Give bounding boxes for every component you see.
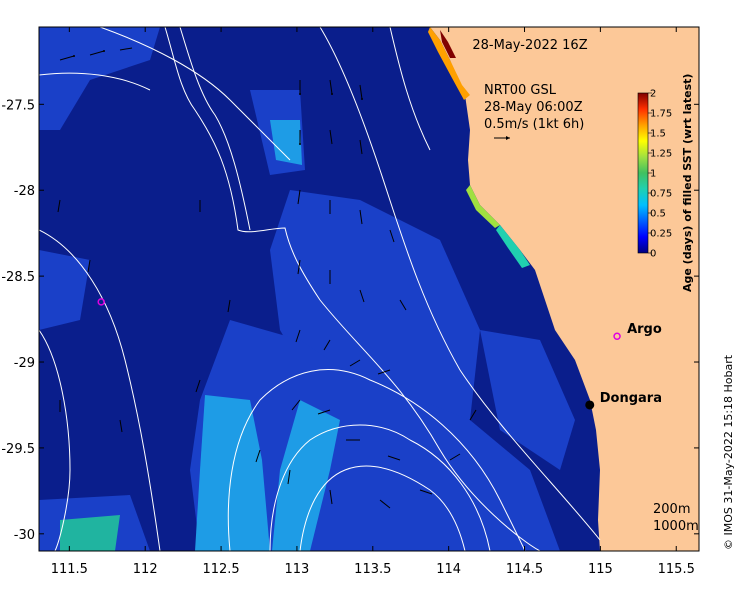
current-datetime-label: 28-May 06:00Z <box>484 100 583 115</box>
colorbar-ticks: 0 0.25 0.5 0.75 1 1.25 1.5 1.75 2 <box>648 89 672 260</box>
ocean-patch-west <box>39 250 90 330</box>
current-scale-arrow <box>494 136 510 140</box>
colorbar-tick-label: 0.5 <box>650 209 666 220</box>
ocean-patch-nw <box>39 27 160 130</box>
ocean-patch-east <box>480 330 575 470</box>
x-tick-label: 111.5 <box>51 562 88 577</box>
x-tick-label: 112 <box>133 562 158 577</box>
coast-fringe-north <box>428 27 470 100</box>
place-label-argo: Argo <box>627 322 662 337</box>
x-tick-label: 113.5 <box>354 562 391 577</box>
x-axis: 111.5 112 112.5 113 113.5 114 114.5 115 115.5 <box>51 27 695 577</box>
place-label-dongara: Dongara <box>600 391 662 406</box>
colorbar-tick-label: 1.75 <box>650 109 672 120</box>
x-tick-label: 112.5 <box>202 562 239 577</box>
land-mainland <box>430 27 699 551</box>
depth-contours <box>39 27 601 551</box>
y-tick-label: -29.5 <box>1 442 35 457</box>
x-tick-label: 114 <box>436 562 461 577</box>
y-tick-label: -29 <box>14 356 35 371</box>
place-marker-argo <box>613 332 621 340</box>
colorbar-tick-label: 0.75 <box>650 189 672 200</box>
x-tick-label: 115.5 <box>658 562 695 577</box>
current-source-label: NRT00 GSL <box>484 83 557 98</box>
coast-fringe-green <box>466 185 500 228</box>
place-markers: Argo Dongara <box>585 322 662 410</box>
ocean-patch-north-light <box>270 120 302 165</box>
ocean-patch-teal <box>60 515 120 551</box>
place-marker-dongara <box>585 400 595 410</box>
y-axis: -27.5 -28 -28.5 -29 -29.5 -30 <box>1 98 699 543</box>
ocean-patch-sw-light <box>195 395 270 551</box>
y-tick-label: -27.5 <box>1 98 35 113</box>
imos-credit: © IMOS 31-May-2022 15:18 Hobart <box>722 354 735 550</box>
plot-frame <box>38 26 700 552</box>
colorbar-bar <box>637 92 649 254</box>
current-vector-heads <box>73 50 363 145</box>
current-scale-label: 0.5m/s (1kt 6h) <box>484 117 584 132</box>
current-vectors <box>57 47 477 509</box>
coast-fringe-teal <box>496 225 530 268</box>
colorbar-tick-label: 0 <box>650 249 656 260</box>
x-tick-label: 115 <box>588 562 613 577</box>
colorbar-label: Age (days) of filled SST (wrt latest) <box>681 74 694 292</box>
y-tick-label: -30 <box>14 528 35 543</box>
colorbar-tick-label: 1.5 <box>650 129 666 140</box>
depth-label-1000m: 1000m <box>653 519 699 534</box>
x-tick-label: 113 <box>285 562 310 577</box>
map-datetime: 28-May-2022 16Z <box>472 38 587 53</box>
colorbar-tick-label: 1 <box>650 169 656 180</box>
x-tick-label: 114.5 <box>506 562 543 577</box>
argo-float-offshore-marker <box>97 298 105 306</box>
y-tick-label: -28.5 <box>1 270 35 285</box>
coast-fringe-darkred <box>440 30 456 58</box>
y-tick-label: -28 <box>14 184 35 199</box>
colorbar: 0 0.25 0.5 0.75 1 1.25 1.5 1.75 2 Age (days) of … <box>637 74 694 292</box>
colorbar-tick-label: 0.25 <box>650 229 672 240</box>
ocean-patch-s-light <box>272 400 340 551</box>
depth-label-200m: 200m <box>653 502 690 517</box>
colorbar-tick-label: 2 <box>650 89 656 100</box>
plot-area <box>39 27 699 551</box>
colorbar-tick-label: 1.25 <box>650 149 672 160</box>
